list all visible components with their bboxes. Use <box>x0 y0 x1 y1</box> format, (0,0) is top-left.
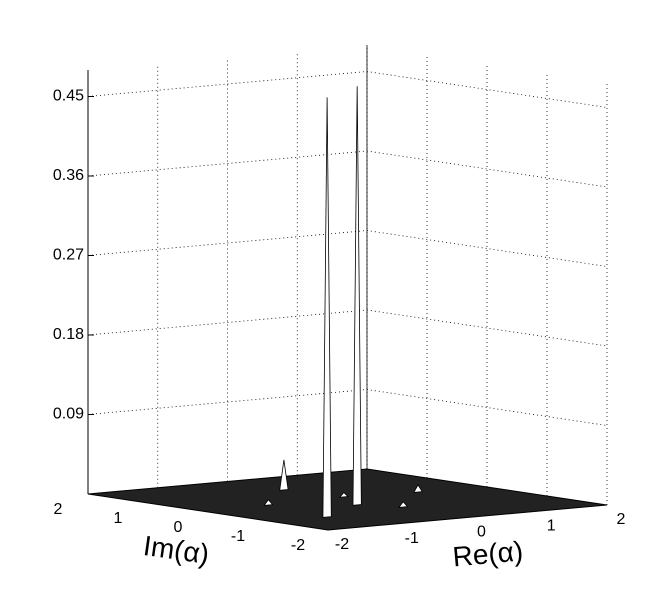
y-tick-label: -2 <box>291 537 305 554</box>
y-tick-label: 0 <box>174 519 183 536</box>
y-tick-label: 2 <box>54 501 63 518</box>
surface <box>87 468 608 531</box>
peak <box>413 484 423 493</box>
z-tick-label: 0.18 <box>53 326 84 343</box>
x-tick-label: 1 <box>547 517 556 534</box>
x-tick-label: 2 <box>617 511 626 528</box>
grid-line <box>87 389 608 426</box>
peak <box>338 491 349 498</box>
z-tick-label: 0.36 <box>53 167 84 184</box>
peak <box>398 501 409 508</box>
x-tick-label: -1 <box>405 530 419 547</box>
z-tick-label: 0.27 <box>53 247 84 264</box>
grid-line <box>87 309 608 347</box>
peak <box>322 97 332 518</box>
grid-line <box>87 71 608 108</box>
z-tick-label: 0.45 <box>53 88 84 105</box>
y-tick-label: 1 <box>114 510 123 527</box>
x-axis-label: Re(α) <box>451 535 524 572</box>
grid-line <box>87 150 608 188</box>
peak <box>263 499 274 506</box>
peak <box>352 86 362 506</box>
x-tick-label: 0 <box>477 524 486 541</box>
x-tick-label: -2 <box>335 536 349 553</box>
z-tick-label: 0.09 <box>53 406 84 423</box>
y-tick-label: -1 <box>231 528 245 545</box>
peak <box>279 459 289 491</box>
grid-line <box>87 230 608 267</box>
